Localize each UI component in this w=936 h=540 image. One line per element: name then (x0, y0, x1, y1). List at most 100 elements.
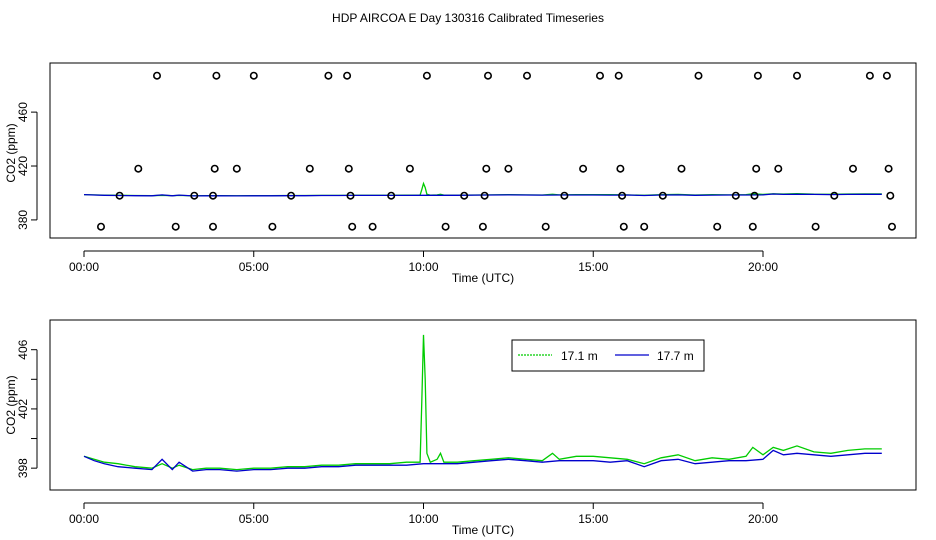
calibration-point (368, 222, 377, 231)
calibration-point (677, 164, 686, 173)
calibration-point (848, 164, 857, 173)
top-x-tick-label: 10:00 (408, 260, 438, 274)
calibration-point (209, 191, 218, 200)
calibration-point (482, 164, 491, 173)
calibration-point (658, 191, 667, 200)
top-x-tick-label: 05:00 (239, 260, 269, 274)
calibration-point (887, 222, 896, 231)
calibration-point (748, 222, 757, 231)
legend-box (511, 339, 705, 372)
calibration-point (232, 164, 241, 173)
calibration-point (287, 191, 296, 200)
calibration-point (792, 71, 801, 80)
top-calibration-points (97, 71, 896, 231)
calibration-point (504, 164, 513, 173)
calibration-point (209, 222, 218, 231)
bottom-x-axis: 00:00 05:00 10:00 15:00 20:00 (69, 502, 778, 526)
top-y-tick-label: 460 (16, 102, 30, 122)
calibration-point (387, 191, 396, 200)
calibration-point (134, 164, 143, 173)
calibration-point (713, 222, 722, 231)
bottom-x-tick-label: 10:00 (408, 512, 438, 526)
chart-title: HDP AIRCOA E Day 130316 Calibrated Times… (332, 11, 604, 25)
legend: 17.1 m 17.7 m (511, 339, 705, 372)
bottom-panel: 00:00 05:00 10:00 15:00 20:00 398 402 406 Time… (4, 319, 917, 537)
bottom-x-axis-label: Time (UTC) (452, 523, 514, 537)
calibration-point (882, 71, 891, 80)
top-y-tick-label: 380 (16, 210, 30, 230)
top-panel: 00:00 05:00 10:00 15:00 20:00 380 420 460 Time… (4, 62, 917, 285)
calibration-point (212, 71, 221, 80)
calibration-point (344, 164, 353, 173)
bottom-plot-frame (49, 319, 917, 491)
calibration-point (478, 222, 487, 231)
calibration-point (249, 71, 258, 80)
top-x-tick-label: 15:00 (578, 260, 608, 274)
calibration-point (753, 71, 762, 80)
calibration-point (405, 164, 414, 173)
calibration-point (614, 71, 623, 80)
calibration-point (774, 164, 783, 173)
top-x-axis: 00:00 05:00 10:00 15:00 20:00 (69, 250, 778, 274)
calibration-point (560, 191, 569, 200)
calibration-point (618, 191, 627, 200)
top-x-tick-label: 00:00 (69, 260, 99, 274)
bottom-series-line-17-7m (83, 449, 882, 472)
bottom-x-tick-label: 15:00 (578, 512, 608, 526)
bottom-x-tick-label: 00:00 (69, 512, 99, 526)
calibration-point (616, 164, 625, 173)
bottom-series-line-17-1m (83, 334, 882, 471)
calibration-point (483, 71, 492, 80)
calibration-point (460, 191, 469, 200)
bottom-y-tick-label: 398 (16, 458, 30, 478)
calibration-point (579, 164, 588, 173)
top-y-tick-label: 420 (16, 156, 30, 176)
calibration-point (268, 222, 277, 231)
top-plot-frame (49, 62, 917, 239)
bottom-x-tick-label: 20:00 (748, 512, 778, 526)
bottom-y-tick-label: 402 (16, 399, 30, 419)
calibration-point (640, 222, 649, 231)
top-series-lines (83, 181, 882, 197)
calibration-point (305, 164, 314, 173)
calibration-point (210, 164, 219, 173)
calibration-point (731, 191, 740, 200)
calibration-point (830, 191, 839, 200)
bottom-y-axis: 398 402 406 (16, 339, 38, 478)
bottom-series-lines (83, 334, 882, 472)
bottom-y-axis-label: CO2 (ppm) (4, 375, 18, 434)
top-x-axis-label: Time (UTC) (452, 271, 514, 285)
calibration-point (752, 164, 761, 173)
top-y-axis-label: CO2 (ppm) (4, 123, 18, 182)
calibration-point (441, 222, 450, 231)
top-y-axis: 380 420 460 (16, 102, 38, 230)
calibration-point (750, 191, 759, 200)
calibration-point (865, 71, 874, 80)
calibration-point (694, 71, 703, 80)
top-series-line-17-7m (83, 193, 882, 197)
calibration-point (595, 71, 604, 80)
calibration-point (115, 191, 124, 200)
calibration-point (324, 71, 333, 80)
bottom-x-tick-label: 05:00 (239, 512, 269, 526)
legend-label-17-7m: 17.7 m (657, 349, 694, 363)
calibration-point (343, 71, 352, 80)
calibration-point (811, 222, 820, 231)
calibration-point (190, 191, 199, 200)
top-x-tick-label: 20:00 (748, 260, 778, 274)
calibration-point (619, 222, 628, 231)
calibration-point (97, 222, 106, 231)
calibration-point (522, 71, 531, 80)
calibration-point (884, 164, 893, 173)
legend-label-17-1m: 17.1 m (561, 349, 598, 363)
calibration-point (346, 191, 355, 200)
calibration-point (886, 191, 895, 200)
calibration-point (153, 71, 162, 80)
calibration-point (480, 191, 489, 200)
calibration-point (348, 222, 357, 231)
calibration-point (171, 222, 180, 231)
calibration-point (422, 71, 431, 80)
bottom-y-tick-label: 406 (16, 339, 30, 359)
calibration-point (541, 222, 550, 231)
